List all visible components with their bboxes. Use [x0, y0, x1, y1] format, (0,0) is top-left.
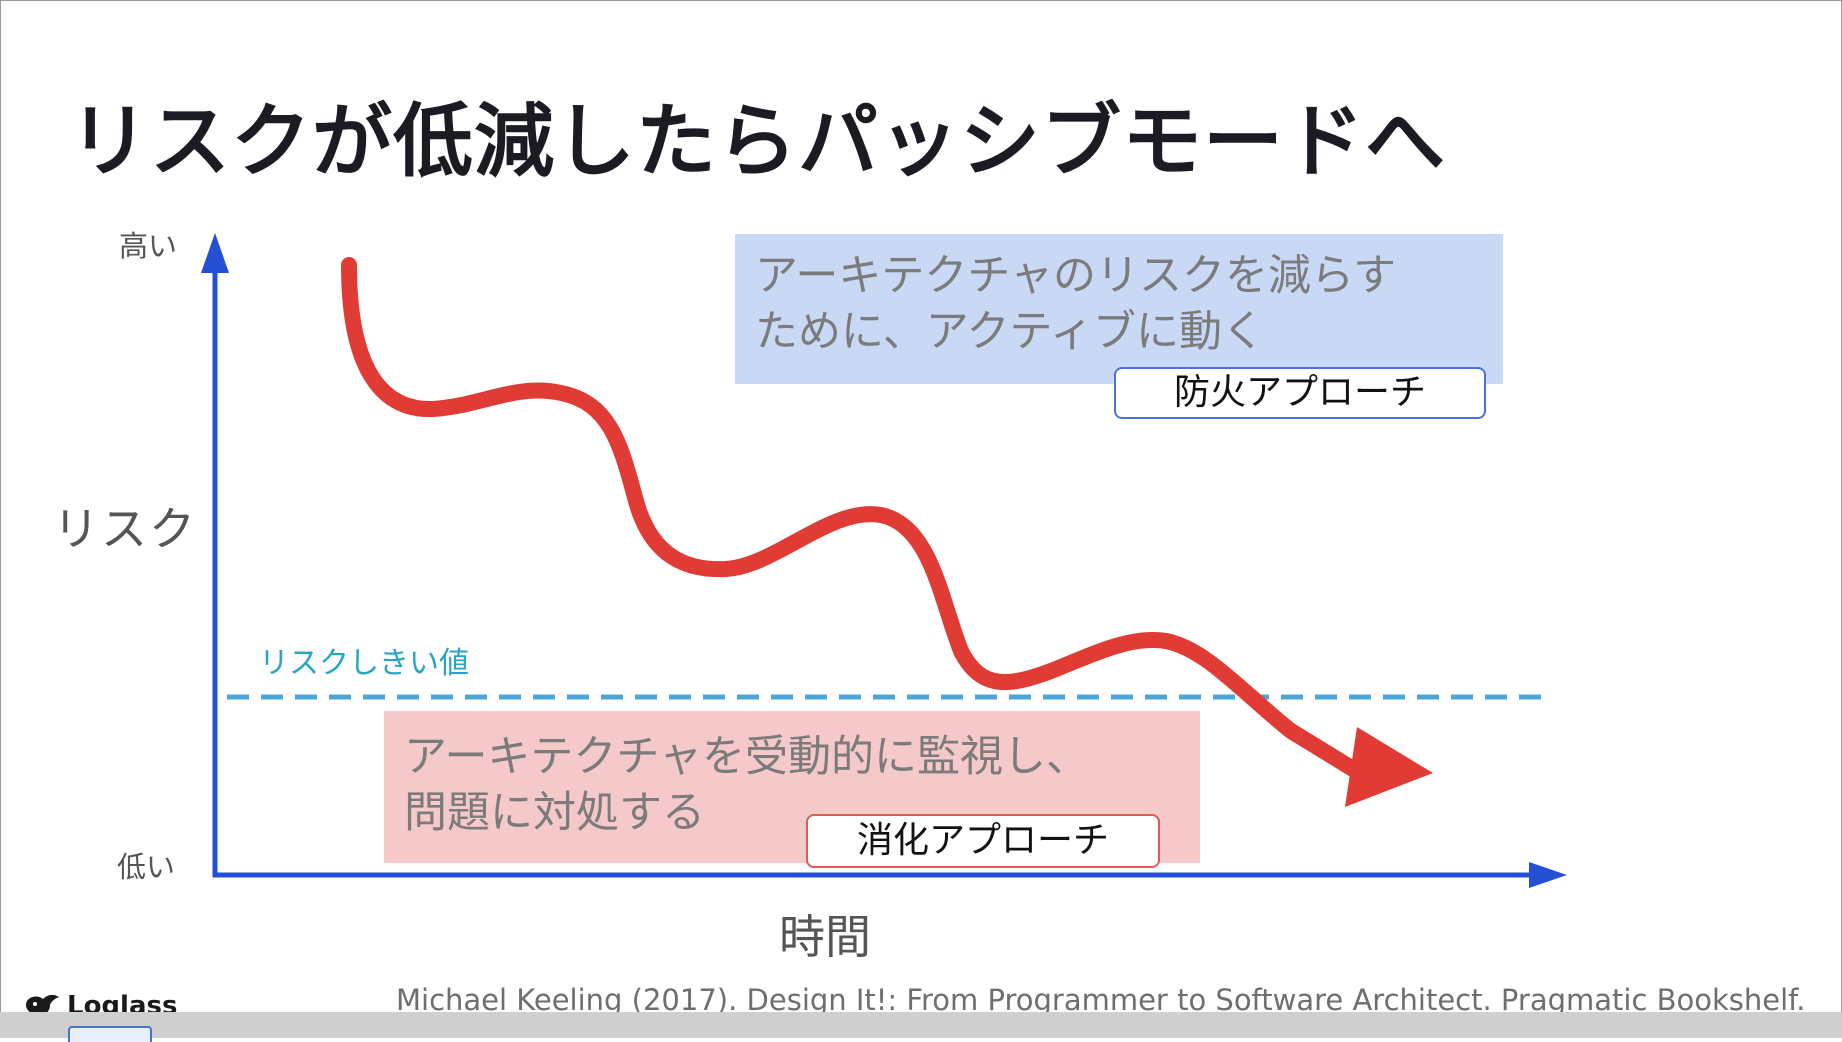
y-axis-high-label: 高い: [119, 229, 178, 263]
bottom-tab[interactable]: [68, 1026, 152, 1042]
fire-prevention-tag: 防火アプローチ: [1114, 367, 1486, 419]
bottom-scrollbar[interactable]: [0, 1012, 1842, 1038]
firefighting-tag: 消化アプローチ: [806, 814, 1160, 868]
y-axis-label: リスク: [53, 502, 197, 556]
passive-mode-text: アーキテクチャを受動的に監視し、 問題に対処する: [404, 732, 1089, 838]
citation: Michael Keeling (2017). Design It!: From…: [396, 983, 1806, 1017]
threshold-label: リスクしきい値: [259, 646, 469, 681]
y-axis-arrowhead: [201, 233, 229, 273]
x-axis-arrowhead: [1529, 862, 1567, 888]
x-axis-label: 時間: [779, 910, 871, 964]
active-mode-box: アーキテクチャのリスクを減らす ために、アクティブに動く: [735, 234, 1503, 384]
active-mode-text: アーキテクチャのリスクを減らす ために、アクティブに動く: [755, 251, 1397, 357]
y-axis-low-label: 低い: [117, 850, 176, 884]
slide-title: リスクが低減したらパッシブモードへ: [69, 95, 1446, 188]
risk-curve: [341, 257, 1361, 777]
risk-curve-arrowhead: [1345, 727, 1433, 807]
